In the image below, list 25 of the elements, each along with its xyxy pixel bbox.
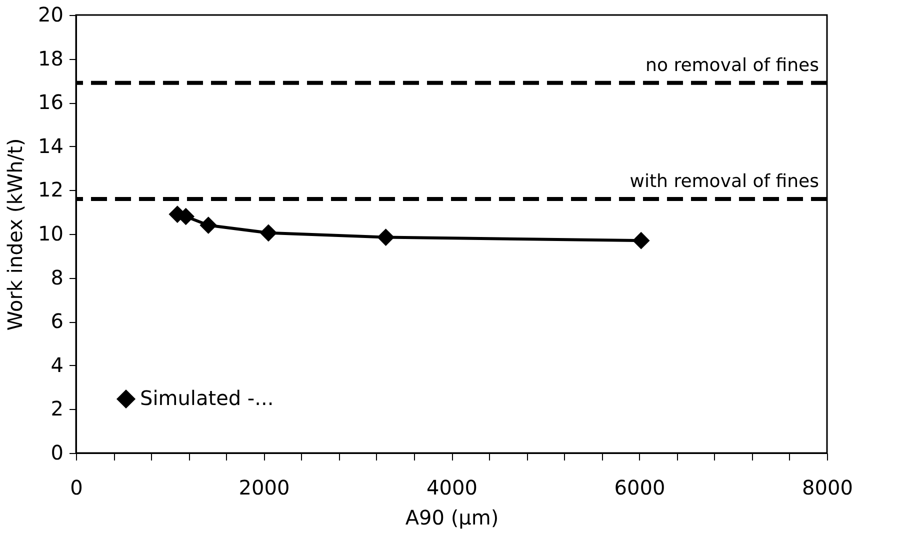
y-tick-label: 18 [38, 46, 64, 70]
legend-label: Simulated -... [140, 386, 274, 410]
ref-line-label: no removal of fines [646, 54, 819, 76]
x-tick-label: 4000 [426, 476, 478, 500]
x-tick-label: 6000 [614, 476, 666, 500]
y-tick-label: 8 [50, 265, 64, 290]
x-tick-label: 0 [70, 476, 83, 500]
x-axis-title: A90 (µm) [405, 506, 499, 530]
point [200, 216, 218, 234]
y-tick-label: 20 [38, 2, 64, 26]
y-tick-label: 4 [50, 352, 64, 377]
point [260, 224, 278, 242]
y-tick-label: 6 [50, 309, 64, 334]
y-tick-label: 12 [38, 178, 64, 202]
point [377, 228, 394, 246]
y-tick-label: 10 [38, 222, 64, 246]
x-tick-label: 8000 [802, 476, 853, 500]
y-tick-label: 16 [38, 90, 64, 114]
ref-line-label: with removal of fines [630, 170, 819, 192]
y-tick-label: 0 [50, 440, 64, 464]
x-tick-label: 2000 [238, 476, 290, 500]
y-tick-label: 14 [38, 134, 64, 158]
point [632, 232, 650, 250]
y-tick-label: 2 [50, 396, 64, 421]
y-axis-title: Work index (kWh/t) [3, 138, 28, 331]
